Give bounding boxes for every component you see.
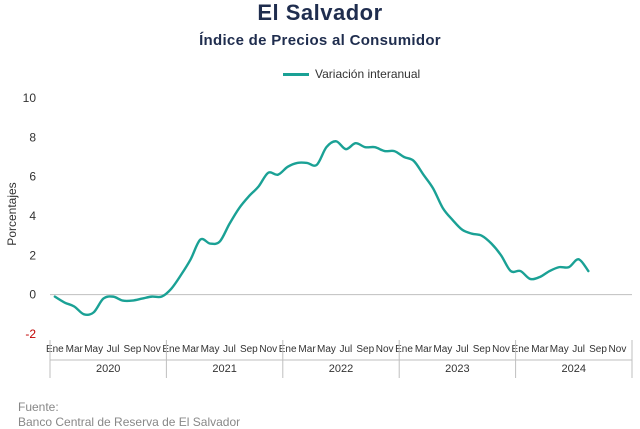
x-tick-label: Jul — [223, 344, 236, 355]
y-tick-label: 0 — [29, 288, 36, 302]
x-tick-label: Sep — [473, 344, 491, 355]
chart-subtitle: Índice de Precios al Consumidor — [199, 32, 441, 49]
y-tick-label: 10 — [23, 91, 37, 105]
x-tick-label: Nov — [259, 344, 277, 355]
series-line — [53, 140, 590, 317]
x-tick-label: Ene — [279, 344, 297, 355]
y-tick-label: 4 — [29, 209, 36, 223]
chart-title: El Salvador — [257, 0, 383, 25]
y-tick-label: 2 — [29, 248, 36, 262]
x-year-label: 2022 — [329, 363, 353, 375]
x-tick-label: Jul — [456, 344, 469, 355]
x-tick-label: May — [550, 344, 569, 355]
x-tick-label: Mar — [531, 344, 549, 355]
x-tick-label: May — [317, 344, 336, 355]
x-tick-label: Sep — [356, 344, 374, 355]
x-year-label: 2024 — [562, 363, 586, 375]
x-tick-label: Sep — [589, 344, 607, 355]
x-tick-label: Nov — [492, 344, 510, 355]
x-tick-label: Nov — [143, 344, 161, 355]
source-text: Banco Central de Reserva de El Salvador — [18, 415, 241, 429]
x-tick-label: May — [201, 344, 220, 355]
x-year-label: 2020 — [96, 363, 120, 375]
x-tick-label: Nov — [609, 344, 627, 355]
y-tick-label: 8 — [29, 130, 36, 144]
x-tick-label: Jul — [107, 344, 120, 355]
legend-label: Variación interanual — [315, 67, 421, 81]
x-tick-label: Ene — [395, 344, 413, 355]
x-tick-label: May — [433, 344, 452, 355]
source-label: Fuente: — [18, 400, 59, 414]
x-tick-label: Ene — [46, 344, 64, 355]
x-year-label: 2021 — [212, 363, 236, 375]
x-tick-label: Nov — [376, 344, 394, 355]
x-tick-label: Ene — [512, 344, 530, 355]
x-tick-label: Mar — [298, 344, 316, 355]
chart-legend: Variación interanual — [283, 66, 420, 82]
x-tick-label: Sep — [240, 344, 258, 355]
x-tick-label: Jul — [572, 344, 585, 355]
x-tick-label: May — [84, 344, 103, 355]
y-tick-label: -2 — [25, 327, 36, 341]
x-tick-label: Mar — [66, 344, 84, 355]
x-tick-label: Ene — [162, 344, 180, 355]
y-tick-label: 6 — [29, 170, 36, 184]
x-tick-label: Sep — [124, 344, 142, 355]
x-year-label: 2023 — [445, 363, 469, 375]
x-tick-label: Jul — [339, 344, 352, 355]
legend-swatch — [283, 72, 309, 76]
x-tick-label: Mar — [182, 344, 200, 355]
x-tick-label: Mar — [415, 344, 433, 355]
